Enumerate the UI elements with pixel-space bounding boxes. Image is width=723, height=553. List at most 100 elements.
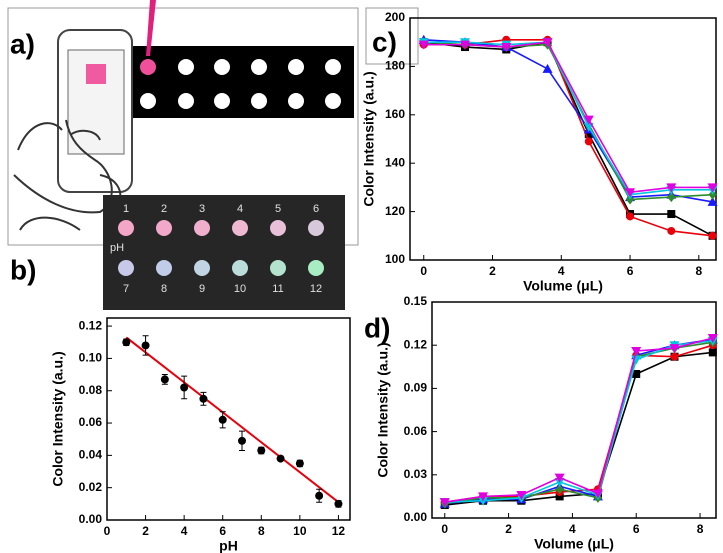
y-tick-label: 0.15 xyxy=(404,294,428,308)
marker xyxy=(667,210,676,219)
panel-label: a) xyxy=(10,28,35,59)
marker xyxy=(542,38,553,48)
y-tick-label: 0.02 xyxy=(79,480,103,494)
marker xyxy=(667,226,676,235)
well xyxy=(156,260,172,276)
marker xyxy=(584,130,593,139)
well xyxy=(270,220,286,236)
well xyxy=(194,260,210,276)
marker xyxy=(439,498,450,508)
y-tick-label: 0.04 xyxy=(79,448,103,462)
y-tick-label: 120 xyxy=(385,204,405,218)
marker xyxy=(334,499,343,508)
y-tick-label: 0.06 xyxy=(404,424,428,438)
marker xyxy=(238,436,246,445)
y-tick-label: 0.00 xyxy=(404,510,428,524)
y-tick-label: 0.10 xyxy=(79,351,103,365)
marker xyxy=(160,375,169,384)
screen-spot xyxy=(86,64,106,84)
series-line xyxy=(423,38,713,203)
marker xyxy=(583,115,594,125)
marker xyxy=(667,192,676,203)
marker xyxy=(295,459,304,468)
y-axis-label: Color Intensity (a.u.) xyxy=(50,351,66,486)
marker xyxy=(707,183,718,193)
marker xyxy=(707,334,718,343)
y-tick-label: 0.00 xyxy=(79,512,103,526)
photo-number: 4 xyxy=(237,203,243,215)
series-line xyxy=(444,337,714,503)
x-tick-label: 8 xyxy=(695,264,702,278)
photo-number: 6 xyxy=(313,203,319,215)
marker xyxy=(460,40,471,50)
y-tick-label: 0.12 xyxy=(404,337,428,351)
photo-number: 7 xyxy=(123,283,129,295)
photo-number: 1 xyxy=(123,203,129,215)
series-line xyxy=(444,340,713,503)
y-tick-label: 0.08 xyxy=(79,383,103,397)
panel-label: d) xyxy=(364,312,390,343)
x-tick-label: 12 xyxy=(332,524,346,538)
photo-number: 11 xyxy=(272,283,283,295)
marker xyxy=(584,137,593,146)
x-tick-label: 8 xyxy=(697,522,704,536)
marker xyxy=(708,231,717,240)
fit-line xyxy=(125,336,340,504)
hand xyxy=(13,119,122,231)
x-tick-label: 2 xyxy=(489,264,496,278)
marker xyxy=(632,370,641,378)
series-line xyxy=(444,351,713,506)
marker xyxy=(625,188,636,198)
marker xyxy=(592,489,603,499)
series-line xyxy=(423,41,713,196)
series-line xyxy=(423,41,713,201)
marker xyxy=(122,338,131,347)
marker xyxy=(631,346,642,356)
marker xyxy=(501,43,512,53)
marker xyxy=(257,446,266,455)
series-line xyxy=(444,344,714,503)
photo-number: 9 xyxy=(199,283,205,295)
x-tick-label: 2 xyxy=(142,524,149,538)
photo-number: 12 xyxy=(310,283,322,295)
x-tick-label: 6 xyxy=(627,264,634,278)
well xyxy=(118,220,134,236)
plot-frame xyxy=(106,317,351,521)
y-axis-label: Color Intensity (a.u.) xyxy=(375,342,391,477)
series-line xyxy=(444,338,713,505)
pipette xyxy=(146,0,156,56)
x-tick-label: 8 xyxy=(258,524,265,538)
photo-number: 5 xyxy=(275,203,281,215)
ph-photo xyxy=(103,195,345,310)
marker xyxy=(626,212,635,221)
marker xyxy=(708,348,717,357)
marker xyxy=(669,344,680,354)
marker xyxy=(555,492,564,501)
marker xyxy=(141,341,150,350)
marker xyxy=(218,415,227,424)
well xyxy=(308,260,324,276)
marker xyxy=(554,473,565,483)
x-axis-label: pH xyxy=(219,538,238,553)
series-line xyxy=(423,41,713,194)
x-axis-label: Volume (μL) xyxy=(523,278,603,294)
photo-number: 8 xyxy=(161,283,167,295)
series-line xyxy=(423,41,713,237)
x-tick-label: 6 xyxy=(219,524,226,538)
well xyxy=(194,220,210,236)
x-tick-label: 4 xyxy=(558,264,565,278)
well xyxy=(308,220,324,236)
y-tick-label: 0.06 xyxy=(79,415,103,429)
marker xyxy=(315,491,324,500)
marker xyxy=(418,40,429,50)
test-strip xyxy=(128,46,354,118)
panel-label: b) xyxy=(10,254,36,285)
well xyxy=(156,220,172,236)
marker xyxy=(276,454,285,463)
label-frame xyxy=(365,7,419,65)
plot-frame xyxy=(431,301,717,519)
sample-well xyxy=(140,59,156,75)
series-line xyxy=(423,38,713,237)
well xyxy=(118,260,134,276)
